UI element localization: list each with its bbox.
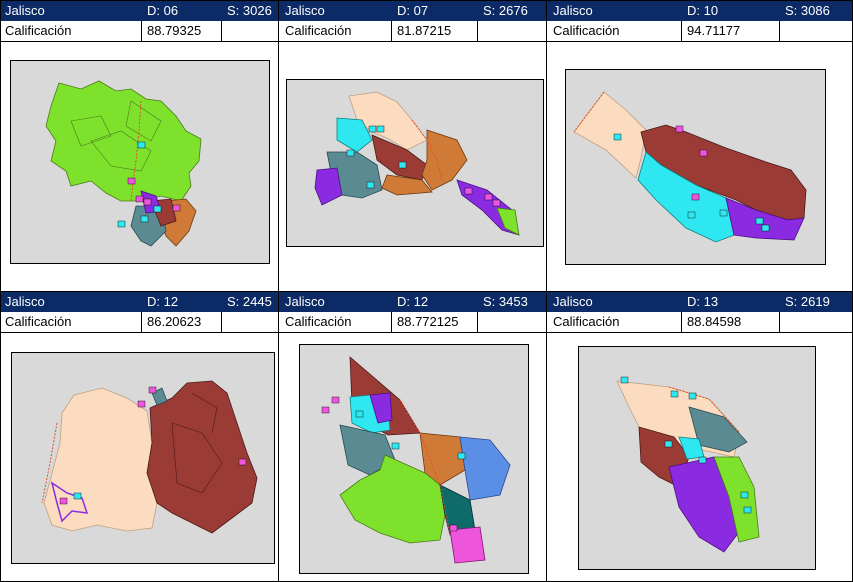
- cell-score-row: Calificación 94.71177: [547, 21, 852, 42]
- section-label: S: 3453: [483, 294, 528, 309]
- score-value: 88.772125: [397, 314, 459, 329]
- district-label: D: 13: [687, 294, 719, 309]
- map-pins: [620, 376, 752, 514]
- cell-score-row: Calificación 81.87215: [279, 21, 546, 42]
- state-label: Jalisco: [285, 3, 325, 18]
- cell-score-row: Calificación 88.772125: [279, 312, 546, 333]
- section-map: [11, 352, 275, 564]
- score-label: Calificación: [5, 314, 72, 329]
- score-label: Calificación: [5, 23, 72, 38]
- section-map: [299, 344, 529, 574]
- map-pins: [59, 386, 247, 505]
- state-label: Jalisco: [285, 294, 325, 309]
- score-value: 86.20623: [147, 314, 202, 329]
- section-map: [286, 79, 544, 247]
- cell-5: Jalisco D: 12 S: 3453 Calificación 88.77…: [278, 291, 547, 582]
- cell-score-row: Calificación 88.79325: [1, 21, 278, 42]
- score-label: Calificación: [285, 23, 352, 38]
- cell-6: Jalisco D: 13 S: 2619 Calificación 88.84…: [546, 291, 853, 582]
- district-label: D: 12: [147, 294, 179, 309]
- score-value: 88.84598: [687, 314, 742, 329]
- cell-header: Jalisco D: 07 S: 2676: [279, 1, 546, 21]
- cell-4: Jalisco D: 12 S: 2445 Calificación 86.20…: [0, 291, 279, 582]
- score-label: Calificación: [553, 23, 620, 38]
- state-label: Jalisco: [5, 294, 45, 309]
- state-label: Jalisco: [553, 3, 593, 18]
- map-pins: [321, 396, 466, 532]
- cell-1: Jalisco D: 06 S: 3026 Calificación 88.79…: [0, 0, 279, 292]
- cell-header: Jalisco D: 12 S: 3453: [279, 292, 546, 312]
- district-label: D: 07: [397, 3, 429, 18]
- section-map: [10, 60, 270, 264]
- cell-3: Jalisco D: 10 S: 3086 Calificación 94.71…: [546, 0, 853, 292]
- district-label: D: 12: [397, 294, 429, 309]
- cell-score-row: Calificación 88.84598: [547, 312, 852, 333]
- state-label: Jalisco: [553, 294, 593, 309]
- map-pins: [346, 125, 501, 207]
- state-label: Jalisco: [5, 3, 45, 18]
- section-label: S: 2445: [227, 294, 272, 309]
- section-label: S: 3086: [785, 3, 830, 18]
- score-value: 88.79325: [147, 23, 202, 38]
- district-label: D: 10: [687, 3, 719, 18]
- district-label: D: 06: [147, 3, 179, 18]
- cell-header: Jalisco D: 06 S: 3026: [1, 1, 278, 21]
- score-value: 94.71177: [687, 23, 741, 38]
- section-map: [578, 346, 816, 570]
- cell-score-row: Calificación 86.20623: [1, 312, 278, 333]
- section-label: S: 2676: [483, 3, 528, 18]
- section-map: [565, 69, 826, 265]
- map-pins: [117, 141, 181, 228]
- cell-2: Jalisco D: 07 S: 2676 Calificación 81.87…: [278, 0, 547, 292]
- section-label: S: 3026: [227, 3, 272, 18]
- cell-header: Jalisco D: 10 S: 3086: [547, 1, 852, 21]
- score-value: 81.87215: [397, 23, 452, 38]
- score-label: Calificación: [553, 314, 620, 329]
- score-label: Calificación: [285, 314, 352, 329]
- cell-header: Jalisco D: 12 S: 2445: [1, 292, 278, 312]
- map-pins: [613, 125, 770, 232]
- section-label: S: 2619: [785, 294, 830, 309]
- cell-header: Jalisco D: 13 S: 2619: [547, 292, 852, 312]
